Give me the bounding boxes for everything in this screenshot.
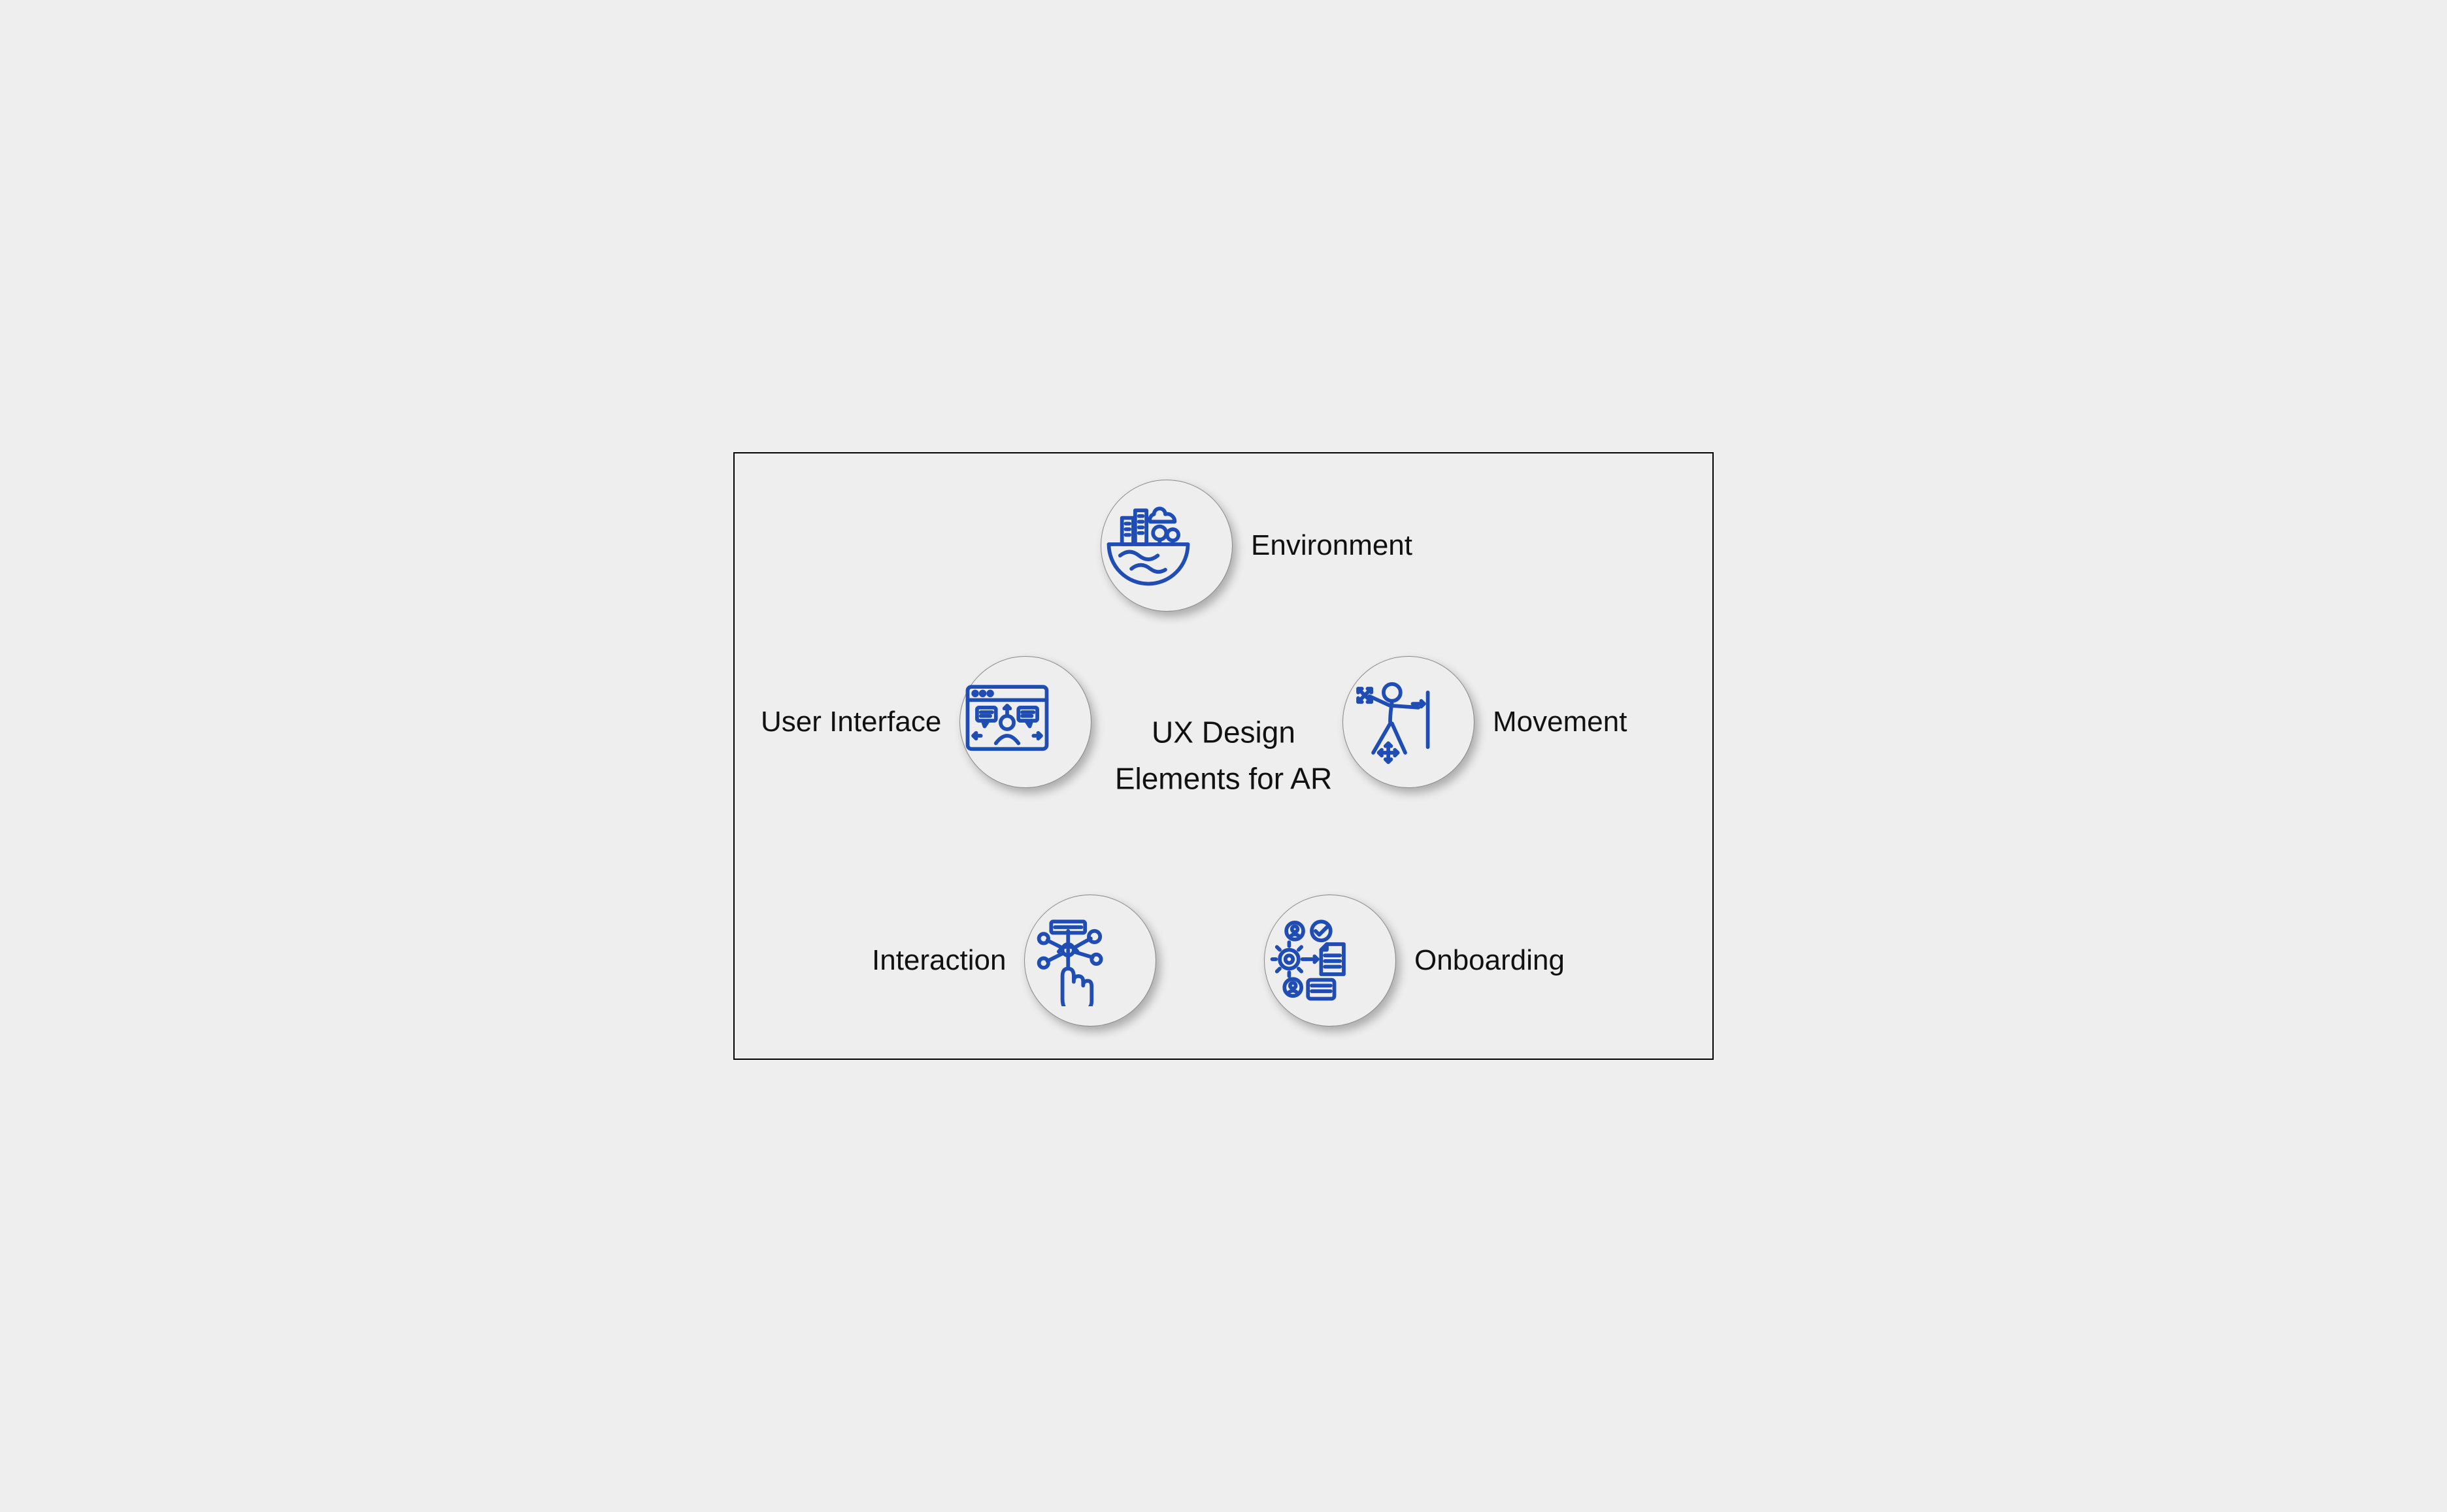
center-title-line1: UX Design [1115, 710, 1332, 756]
city-globe-icon [1101, 497, 1232, 595]
label-onboarding: Onboarding [1414, 944, 1565, 977]
node-onboarding: Onboarding [1264, 895, 1565, 1027]
diagram-frame: UX Design Elements for AR [733, 452, 1714, 1060]
circle-onboarding [1264, 895, 1396, 1027]
circle-environment [1101, 480, 1233, 612]
center-title-line2: Elements for AR [1115, 756, 1332, 802]
circle-user-interface [959, 656, 1091, 788]
center-title: UX Design Elements for AR [1115, 710, 1332, 803]
touch-network-icon [1025, 912, 1156, 1010]
circle-interaction [1024, 895, 1156, 1027]
label-environment: Environment [1251, 529, 1412, 562]
node-user-interface: User Interface [761, 656, 1091, 788]
ui-window-icon [960, 674, 1091, 771]
body-motion-icon [1343, 674, 1474, 771]
node-environment: Environment [1101, 480, 1412, 612]
label-user-interface: User Interface [761, 706, 941, 738]
workflow-docs-icon [1265, 912, 1395, 1010]
node-interaction: Interaction [872, 895, 1156, 1027]
label-interaction: Interaction [872, 944, 1006, 977]
label-movement: Movement [1493, 706, 1627, 738]
circle-movement [1342, 656, 1474, 788]
node-movement: Movement [1342, 656, 1627, 788]
